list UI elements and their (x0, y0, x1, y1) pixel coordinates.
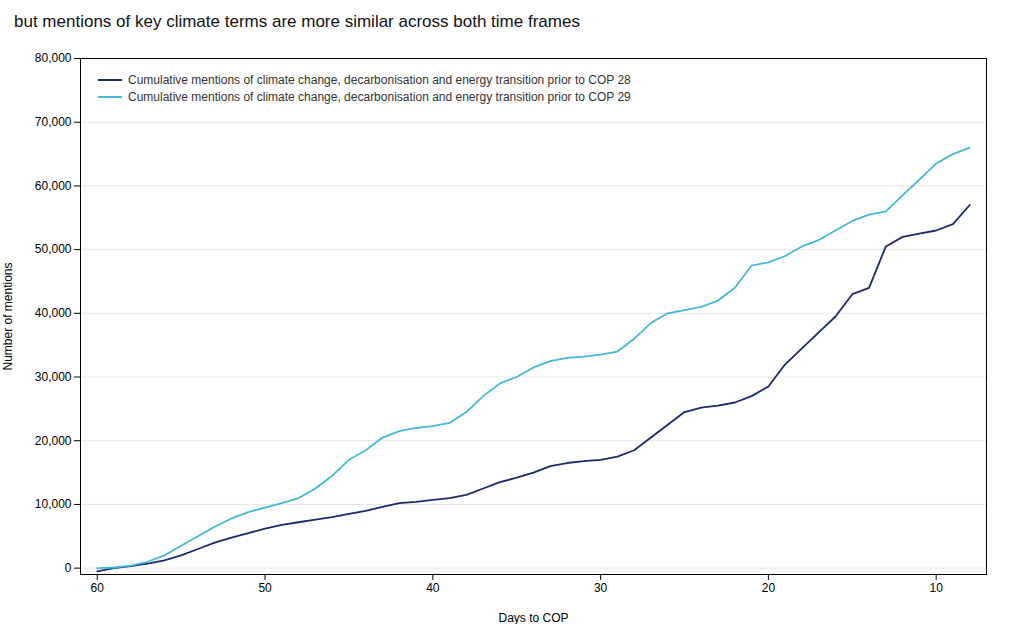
svg-text:80,000: 80,000 (35, 51, 72, 65)
html-text:Cumulative mentions of climate: Cumulative mentions of climate change, d… (128, 73, 631, 87)
svg-text:60: 60 (91, 581, 105, 595)
svg-text:Days to COP: Days to COP (498, 611, 568, 625)
svg-text:Number of mentions: Number of mentions (1, 262, 15, 370)
svg-text:30: 30 (594, 581, 608, 595)
svg-text:70,000: 70,000 (35, 115, 72, 129)
svg-text:40,000: 40,000 (35, 306, 72, 320)
svg-text:60,000: 60,000 (35, 179, 72, 193)
svg-text:50: 50 (258, 581, 272, 595)
html-text:Cumulative mentions of climate: Cumulative mentions of climate change, d… (128, 90, 631, 104)
svg-text:20: 20 (762, 581, 776, 595)
svg-text:20,000: 20,000 (35, 434, 72, 448)
svg-text:10,000: 10,000 (35, 497, 72, 511)
svg-text:40: 40 (426, 581, 440, 595)
svg-text:10: 10 (929, 581, 943, 595)
html-text:but mentions of key climate te: but mentions of key climate terms are mo… (14, 12, 580, 31)
svg-text:50,000: 50,000 (35, 242, 72, 256)
svg-text:30,000: 30,000 (35, 370, 72, 384)
svg-text:0: 0 (65, 561, 72, 575)
